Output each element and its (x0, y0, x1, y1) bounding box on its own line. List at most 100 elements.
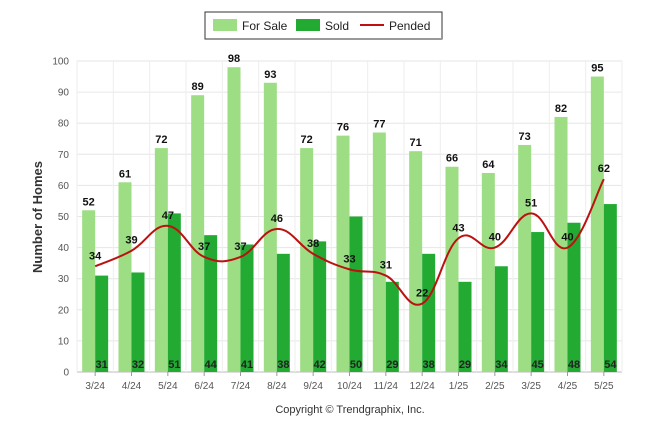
bar-sold (494, 266, 508, 372)
label-pended: 39 (125, 235, 137, 247)
x-tick-label: 5/25 (594, 381, 614, 392)
label-for-sale: 98 (228, 53, 240, 65)
label-sold: 29 (386, 359, 398, 371)
x-tick-label: 7/24 (231, 381, 251, 392)
bar-for-sale (518, 144, 532, 372)
y-tick-label: 30 (58, 274, 70, 285)
label-pended: 37 (198, 241, 210, 253)
label-for-sale: 73 (519, 131, 531, 143)
bar-sold (567, 222, 581, 372)
bar-sold (167, 213, 181, 372)
bar-for-sale (590, 76, 604, 373)
y-tick-label: 10 (58, 336, 70, 347)
legend-label-sold: Sold (325, 19, 349, 33)
y-tick-label: 50 (58, 212, 70, 223)
label-for-sale: 89 (192, 81, 204, 93)
label-for-sale: 71 (410, 137, 422, 149)
bar-for-sale (191, 95, 205, 373)
label-pended: 40 (561, 232, 573, 244)
label-pended: 31 (380, 260, 392, 272)
bar-for-sale (372, 132, 386, 372)
label-pended: 46 (271, 213, 283, 225)
x-tick-label: 10/24 (337, 381, 362, 392)
label-for-sale: 77 (373, 119, 385, 131)
y-tick-label: 20 (58, 305, 70, 316)
y-axis-ticks: 0 10 20 30 40 50 60 70 80 90 100 (52, 57, 69, 379)
label-pended: 62 (598, 163, 610, 175)
bar-for-sale (336, 135, 350, 372)
label-sold: 38 (423, 359, 435, 371)
label-for-sale: 61 (119, 168, 131, 180)
label-sold: 44 (205, 359, 218, 371)
label-for-sale: 95 (591, 63, 603, 75)
label-sold: 31 (96, 359, 108, 371)
label-pended: 51 (525, 197, 537, 209)
label-pended: 38 (307, 238, 319, 250)
label-for-sale: 66 (446, 153, 458, 165)
label-pended: 47 (162, 210, 174, 222)
x-tick-label: 3/24 (85, 381, 105, 392)
bars-group (82, 67, 617, 373)
x-tick-label: 6/24 (194, 381, 214, 392)
y-tick-label: 70 (58, 150, 70, 161)
label-sold: 34 (495, 359, 508, 371)
copyright-footer: Copyright © Trendgraphix, Inc. (275, 404, 424, 416)
bar-for-sale (154, 148, 168, 372)
pended-line-group (94, 178, 605, 306)
label-for-sale: 72 (301, 134, 313, 146)
label-sold: 41 (241, 359, 253, 371)
bar-sold (95, 275, 109, 372)
legend-box (204, 11, 443, 40)
bar-sold (240, 244, 254, 372)
legend-label-pended: Pended (389, 19, 430, 33)
label-sold: 32 (132, 359, 144, 371)
label-sold: 38 (277, 359, 289, 371)
label-pended: 40 (489, 232, 501, 244)
label-pended: 33 (343, 253, 355, 265)
y-tick-label: 80 (58, 119, 70, 130)
y-axis-title: Number of Homes (30, 161, 45, 273)
x-tick-label: 1/25 (449, 381, 469, 392)
label-for-sale: 64 (482, 159, 495, 171)
y-tick-label: 40 (58, 243, 70, 254)
y-tick-label: 0 (63, 368, 69, 379)
x-tick-label: 12/24 (410, 381, 435, 392)
bar-for-sale (118, 182, 132, 372)
label-for-sale: 93 (264, 69, 276, 81)
label-for-sale: 76 (337, 122, 349, 134)
bar-for-sale (445, 166, 459, 372)
y-tick-label: 90 (58, 88, 70, 99)
label-sold: 48 (568, 359, 580, 371)
y-tick-label: 100 (52, 57, 69, 68)
bar-sold (349, 216, 363, 372)
label-sold: 50 (350, 359, 362, 371)
bar-for-sale (227, 67, 241, 372)
label-for-sale: 52 (83, 196, 95, 208)
x-tick-label: 8/24 (267, 381, 287, 392)
bar-for-sale (82, 210, 96, 372)
label-sold: 51 (168, 359, 180, 371)
bar-sold (603, 204, 617, 372)
label-sold: 29 (459, 359, 471, 371)
bar-for-sale (481, 172, 495, 372)
bar-sold (385, 281, 399, 372)
label-pended: 37 (234, 241, 246, 253)
x-tick-label: 4/25 (558, 381, 578, 392)
bar-sold (131, 272, 145, 372)
label-pended: 22 (416, 288, 428, 300)
x-axis-ticks: 3/24 4/24 5/24 6/24 7/24 8/24 9/24 10/24 11/24 12… (85, 372, 614, 392)
pended-line (94, 178, 605, 306)
bar-sold (422, 253, 436, 372)
bar-for-sale (263, 82, 277, 373)
bar-sold (276, 253, 290, 372)
x-tick-label: 5/24 (158, 381, 178, 392)
label-sold: 45 (532, 359, 544, 371)
x-tick-label: 4/24 (122, 381, 142, 392)
bar-sold (204, 235, 218, 372)
bar-sold (531, 232, 545, 372)
x-tick-label: 3/25 (521, 381, 541, 392)
label-sold: 42 (314, 359, 326, 371)
legend: For Sale Sold Pended (204, 11, 443, 40)
